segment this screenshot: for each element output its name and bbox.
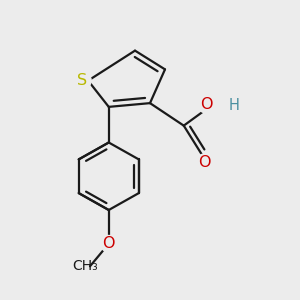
Text: O: O	[198, 155, 210, 170]
Circle shape	[100, 236, 117, 252]
Text: O: O	[103, 236, 115, 251]
Circle shape	[74, 72, 91, 89]
Circle shape	[196, 154, 212, 171]
Text: CH₃: CH₃	[73, 259, 98, 273]
Text: H: H	[229, 98, 240, 113]
Circle shape	[198, 97, 215, 113]
Text: S: S	[77, 73, 87, 88]
Text: O: O	[200, 98, 213, 112]
